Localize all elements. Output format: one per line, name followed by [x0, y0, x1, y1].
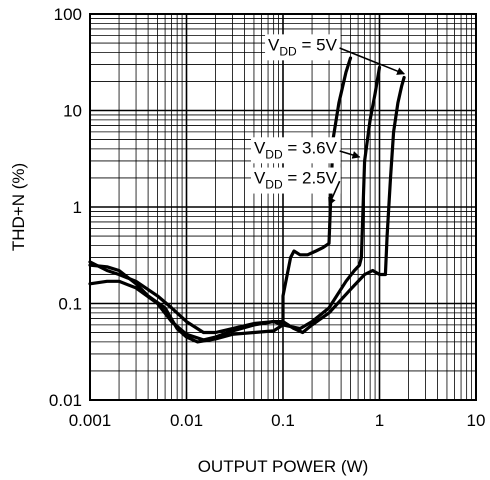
y-tick-label: 10 [63, 102, 82, 121]
series-label-arrow [339, 150, 361, 159]
series-label-bg [265, 34, 341, 61]
series-label-bg [250, 167, 341, 194]
series-curve-2 [88, 65, 382, 335]
series-label-3: VDD = 2.5V [250, 167, 341, 206]
series-curves [88, 56, 406, 344]
series-label-arrow [339, 47, 406, 75]
x-axis-title: OUTPUT POWER (W) [198, 457, 369, 476]
x-tick-labels: 0.001 0.01 0.1 1 10 [69, 411, 486, 430]
plot-frame [89, 13, 477, 401]
grid [90, 14, 476, 400]
series-curve-1 [88, 75, 406, 342]
y-tick-labels: 0.01 0.1 1 10 100 [49, 5, 82, 410]
series-label-2: VDD = 3.6V [250, 137, 361, 164]
y-tick-label: 1 [73, 198, 82, 217]
series-label-bg [250, 137, 341, 164]
x-tick-label: 10 [467, 411, 486, 430]
y-tick-label: 0.01 [49, 391, 82, 410]
series-label-text: VDD = 3.6V [254, 138, 338, 161]
y-axis-title: THD+N (%) [9, 163, 28, 251]
series-label-text: VDD = 5V [268, 35, 338, 58]
series-annotations: VDD = 5V VDD = 3.6V VDD = 2.5V [250, 34, 406, 206]
x-tick-label: 0.01 [170, 411, 203, 430]
x-tick-label: 0.001 [69, 411, 112, 430]
x-tick-label: 0.1 [271, 411, 295, 430]
y-tick-label: 0.1 [58, 295, 82, 314]
series-curve-3 [88, 56, 353, 344]
x-tick-label: 1 [375, 411, 384, 430]
series-label-arrow [328, 180, 341, 206]
y-tick-label: 100 [54, 5, 82, 24]
series-label-text: VDD = 2.5V [254, 169, 338, 192]
series-label-1: VDD = 5V [265, 34, 406, 75]
